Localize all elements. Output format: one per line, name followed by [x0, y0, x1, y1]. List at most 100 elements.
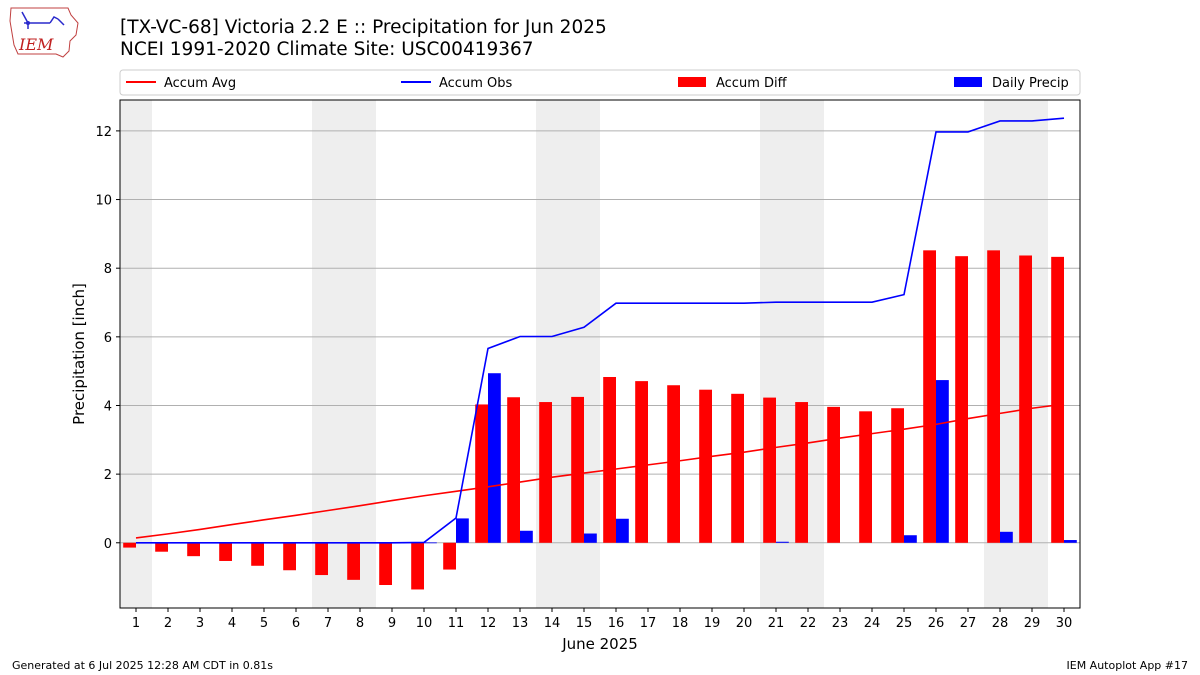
- accum-obs-line: [136, 117, 1065, 544]
- daily-precip-bar: [456, 518, 469, 543]
- x-tick-label: 22: [800, 616, 817, 631]
- chart-subtitle: NCEI 1991-2020 Climate Site: USC00419367: [120, 39, 534, 60]
- x-tick-label: 6: [292, 616, 300, 631]
- weekend-band: [344, 100, 376, 608]
- accum-diff-bar: [443, 542, 456, 570]
- y-tick-label: 6: [104, 331, 112, 346]
- legend: Accum Avg Accum Obs Accum Diff Daily Precip: [119, 69, 1081, 96]
- daily-precip-bar: [520, 530, 533, 543]
- accum-diff-bar: [219, 542, 232, 561]
- iowa-state-outline: [9, 7, 79, 58]
- accum-avg-line: [135, 403, 1065, 539]
- logo-text: IEM: [18, 35, 54, 54]
- x-tick-label: 4: [228, 616, 236, 631]
- accum-diff-bar: [347, 542, 360, 580]
- accum-diff-bar: [795, 402, 808, 543]
- x-tick-label: 15: [576, 616, 593, 631]
- y-axis-ticks: 0 2 4 6 8 10 12: [95, 125, 120, 552]
- y-axis-label: Precipitation [inch]: [70, 283, 88, 425]
- daily-precip-bar: [936, 380, 949, 543]
- accum-diff-bar: [763, 397, 776, 543]
- accum-diff-bar: [155, 542, 168, 552]
- y-tick-label: 12: [95, 125, 112, 140]
- accum-diff-bar: [123, 542, 136, 548]
- weather-station-icon: [21, 11, 65, 29]
- accum-diff-bar: [283, 542, 296, 571]
- x-tick-label: 19: [704, 616, 721, 631]
- x-axis-label: June 2025: [561, 635, 638, 653]
- x-tick-label: 5: [260, 616, 268, 631]
- x-tick-label: 29: [1024, 616, 1041, 631]
- weekend-shading: [120, 100, 1048, 608]
- y-tick-label: 10: [95, 194, 112, 209]
- daily-precip-bar: [1064, 540, 1077, 543]
- x-tick-label: 9: [388, 616, 396, 631]
- plot-frame: [119, 99, 1081, 609]
- x-tick-label: 7: [324, 616, 332, 631]
- legend-label: Accum Obs: [439, 76, 512, 91]
- accum-diff-bar: [827, 406, 840, 543]
- x-tick-label: 12: [480, 616, 497, 631]
- accum-diff-bar: [891, 408, 904, 543]
- bars: [123, 250, 1077, 590]
- accum-diff-bar: [923, 250, 936, 543]
- x-tick-label: 26: [928, 616, 945, 631]
- daily-precip-bar: [488, 373, 501, 543]
- app-credit: IEM Autoplot App #17: [1066, 659, 1189, 672]
- y-tick-label: 4: [104, 399, 112, 414]
- x-tick-label: 8: [356, 616, 364, 631]
- legend-box: [119, 69, 1081, 96]
- x-tick-label: 23: [832, 616, 849, 631]
- x-tick-label: 17: [640, 616, 657, 631]
- x-tick-label: 27: [960, 616, 977, 631]
- x-tick-label: 13: [512, 616, 529, 631]
- accum-diff-bar: [315, 542, 328, 576]
- x-axis-ticks: 1 2 3 4 5 6 7 8 9 10 11 12 13 14 15 16 17 18 19 20 21 22 23 24 2…: [132, 608, 1072, 631]
- x-tick-label: 30: [1056, 616, 1073, 631]
- station-dot: [26, 21, 30, 25]
- y-tick-label: 2: [104, 468, 112, 483]
- accum-diff-bar: [635, 381, 648, 543]
- legend-label: Accum Avg: [164, 76, 236, 91]
- x-tick-label: 21: [768, 616, 785, 631]
- accum-diff-bar: [987, 250, 1000, 543]
- daily-precip-bar: [616, 518, 629, 543]
- x-tick-label: 1: [132, 616, 140, 631]
- accum-diff-bar: [955, 256, 968, 543]
- x-tick-label: 24: [864, 616, 881, 631]
- accum-diff-bar: [731, 393, 744, 543]
- generated-timestamp: Generated at 6 Jul 2025 12:28 AM CDT in …: [12, 659, 273, 672]
- accum-diff-bar: [251, 542, 264, 566]
- accum-diff-bar: [411, 542, 424, 590]
- accum-diff-bar: [187, 542, 200, 557]
- x-tick-label: 28: [992, 616, 1009, 631]
- x-tick-label: 20: [736, 616, 753, 631]
- daily-precip-bar: [776, 541, 789, 543]
- weekend-band: [312, 100, 344, 608]
- x-tick-label: 11: [448, 616, 465, 631]
- daily-precip-bar: [584, 533, 597, 543]
- x-tick-label: 14: [544, 616, 561, 631]
- y-tick-label: 0: [104, 537, 112, 552]
- legend-bar-swatch: [954, 77, 982, 87]
- iem-logo: IEM: [9, 7, 79, 58]
- accum-diff-bar: [603, 376, 616, 543]
- x-tick-label: 25: [896, 616, 913, 631]
- accum-diff-bar: [475, 404, 488, 543]
- accum-diff-bar: [667, 385, 680, 543]
- accum-diff-bar: [1051, 256, 1064, 543]
- legend-label: Daily Precip: [992, 76, 1069, 91]
- legend-bar-swatch: [678, 77, 706, 87]
- daily-precip-bar: [904, 535, 917, 543]
- x-tick-label: 18: [672, 616, 689, 631]
- y-tick-label: 8: [104, 262, 112, 277]
- daily-precip-bar: [424, 542, 437, 544]
- accum-diff-bar: [571, 396, 584, 543]
- accum-diff-bar: [859, 411, 872, 543]
- legend-label: Accum Diff: [716, 76, 788, 91]
- accum-diff-bar: [699, 389, 712, 543]
- daily-precip-bar: [1000, 531, 1013, 543]
- x-tick-label: 2: [164, 616, 172, 631]
- accum-diff-bar: [539, 402, 552, 543]
